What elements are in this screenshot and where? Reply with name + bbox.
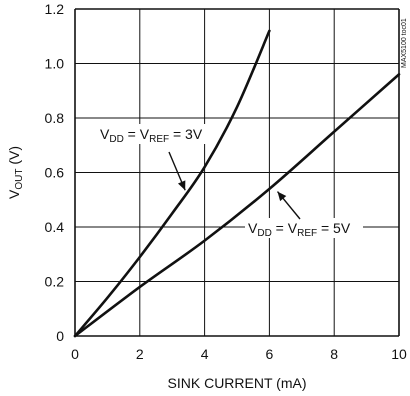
side-label: MAX5100 toc01 — [401, 18, 408, 68]
annotation-subscript: REF — [297, 228, 317, 239]
annotation-arrow-head — [177, 180, 186, 191]
y-axis-label-main: V — [6, 189, 22, 199]
series-lines — [73, 29, 401, 338]
y-tick-label: 0.8 — [45, 110, 65, 126]
annotation-label-2: VDD = VREF = 5V — [248, 220, 351, 239]
annotation-label-1: VDD = VREF = 3V — [100, 126, 203, 145]
y-tick-label: 0 — [56, 328, 64, 344]
annotation-label-bg — [97, 124, 215, 144]
y-tick-label: 0.4 — [45, 219, 65, 235]
x-tick-label: 2 — [136, 346, 144, 362]
x-tick-label: 8 — [330, 346, 338, 362]
annotation-text: = 5V — [317, 220, 351, 236]
x-tick-label: 4 — [201, 346, 209, 362]
y-tick-label: 1.0 — [45, 56, 65, 72]
annotation-subscript: DD — [257, 228, 271, 239]
y-axis-label-sub: OUT — [14, 169, 25, 190]
annotation-label-bg — [245, 218, 363, 238]
x-axis-label: SINK CURRENT (mA) — [168, 375, 307, 391]
y-axis-label: VOUT (V) — [6, 146, 25, 199]
annotation-text: V — [100, 126, 110, 142]
x-tick-label: 0 — [71, 346, 79, 362]
series-line-1 — [73, 29, 271, 338]
y-tick-label: 0.2 — [45, 274, 65, 290]
annotation-text: = 3V — [169, 126, 203, 142]
series-line-2 — [73, 73, 401, 338]
annotation-subscript: DD — [109, 134, 123, 145]
annotation-arrow-head — [277, 191, 287, 202]
tick-labels: 0 2 4 6 8 10 0 0.2 0.4 0.6 0.8 1.0 1.2 — [45, 1, 407, 362]
grid — [74, 8, 400, 337]
annotation-text: = V — [272, 220, 298, 236]
annotation-text: = V — [124, 126, 150, 142]
x-tick-label: 10 — [391, 346, 407, 362]
y-tick-label: 0.6 — [45, 165, 65, 181]
y-axis-label-unit: (V) — [6, 146, 22, 169]
x-tick-label: 6 — [266, 346, 274, 362]
annotation-subscript: REF — [149, 134, 169, 145]
y-tick-label: 1.2 — [45, 1, 65, 17]
annotation-text: V — [248, 220, 258, 236]
